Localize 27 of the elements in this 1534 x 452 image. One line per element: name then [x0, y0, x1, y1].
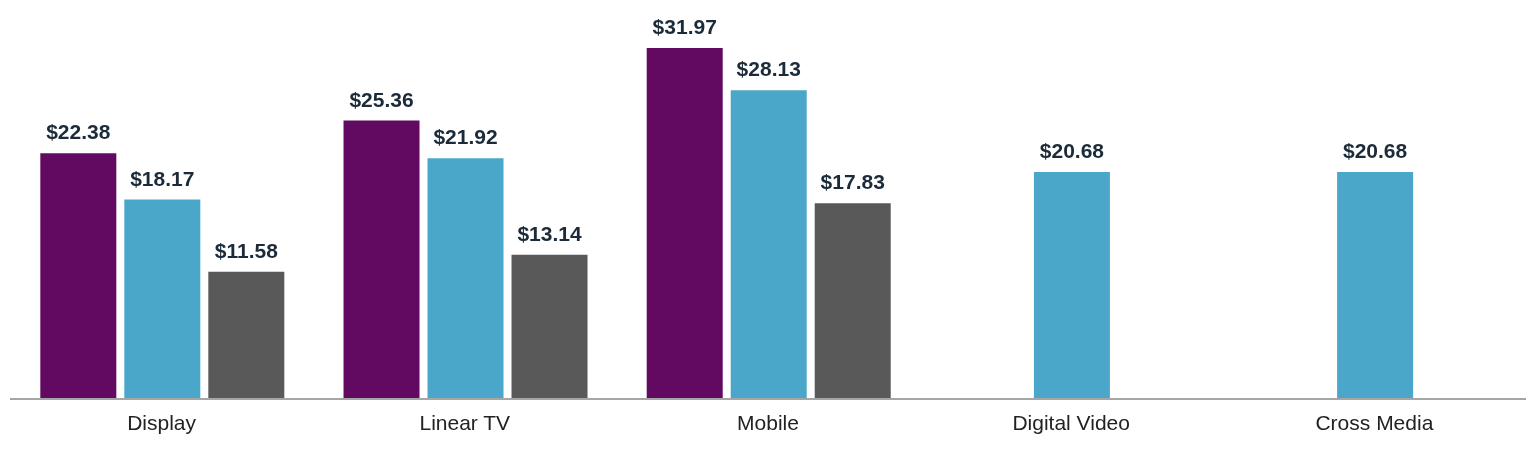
- data-label: $11.58: [214, 238, 279, 262]
- data-label: $31.97: [652, 15, 717, 38]
- x-tick-label: Cross Media: [1315, 410, 1434, 434]
- bar: [124, 199, 201, 399]
- x-tick-label: Linear TV: [419, 410, 511, 434]
- bar: [730, 90, 807, 399]
- x-tick-label: Mobile: [737, 410, 799, 434]
- bar: [208, 271, 285, 399]
- bar: [511, 254, 588, 399]
- data-label: $17.83: [820, 170, 885, 194]
- data-label: $20.68: [1039, 138, 1105, 162]
- data-label: $28.13: [736, 57, 801, 81]
- bar: [646, 48, 723, 399]
- bar: [40, 153, 117, 399]
- x-tick-label: Display: [127, 410, 197, 434]
- data-label: $21.92: [433, 125, 498, 149]
- data-label: $25.36: [349, 87, 414, 111]
- bar: [1337, 171, 1414, 399]
- bar: [343, 120, 420, 399]
- bar: [1033, 171, 1110, 399]
- data-label: $20.68: [1343, 138, 1408, 162]
- bar: [814, 203, 891, 399]
- x-tick-label: Digital Video: [1012, 410, 1130, 434]
- bar: [427, 158, 504, 399]
- data-label: $18.17: [130, 166, 195, 190]
- data-label: $22.38: [46, 120, 111, 144]
- data-label: $13.14: [517, 221, 582, 245]
